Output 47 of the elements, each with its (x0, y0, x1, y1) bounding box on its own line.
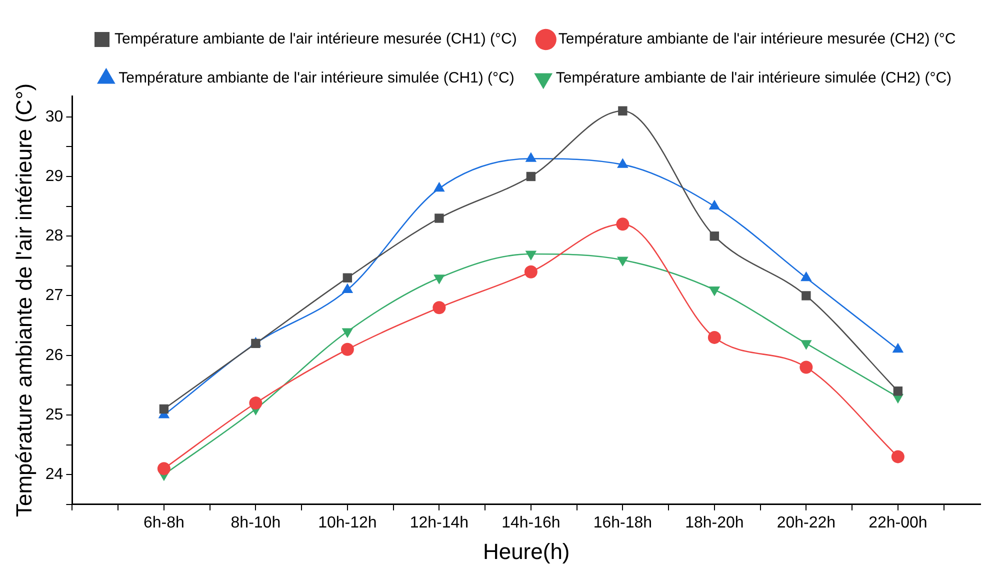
point (802, 291, 811, 300)
legend-label: Température ambiante de l'air intérieure mesurée (CH2) (°C (558, 30, 956, 48)
point (800, 340, 812, 350)
point (342, 283, 354, 294)
point (525, 152, 537, 162)
point (708, 200, 720, 210)
y-tick-label: 24 (45, 466, 64, 483)
y-tick-label: 26 (45, 346, 64, 364)
y-tick-label: 29 (45, 168, 64, 185)
y-tick-label: 25 (45, 406, 64, 424)
point (617, 158, 628, 168)
legend-label: Température ambiante de l'air intérieure simulée (CH2) (°C) (556, 70, 952, 87)
x-tick-label: 6h-8h (143, 514, 184, 532)
legend-label: Température ambiante de l'air intérieure mesurée (CH1) (°C) (114, 30, 517, 48)
point (342, 328, 354, 338)
x-tick-label: 10h-12h (318, 514, 377, 532)
legend-label: Température ambiante de l'air intérieure simulée (CH1) (°C) (118, 70, 514, 87)
point (891, 450, 904, 464)
y-axis-title: Température ambiante de l'air intérieure (C°) (11, 83, 36, 518)
x-tick-label: 12h-14h (410, 514, 469, 532)
point (800, 360, 813, 374)
point (434, 214, 444, 223)
x-tick-label: 14h-16h (502, 514, 560, 532)
x-tick-label: 16h-18h (593, 514, 652, 532)
x-tick-label: 22h-00h (868, 514, 928, 532)
point (524, 265, 538, 278)
point (893, 386, 903, 396)
x-tick-label: 20h-22h (776, 514, 836, 532)
y-tick-label: 28 (45, 228, 64, 245)
point (708, 330, 721, 344)
y-tick-label: 27 (45, 287, 64, 304)
point (249, 396, 262, 410)
point (710, 232, 720, 241)
point (800, 271, 812, 282)
y-tick-label: 30 (45, 108, 64, 126)
point (157, 462, 170, 476)
point (159, 404, 169, 414)
point (434, 182, 445, 192)
point (526, 172, 536, 182)
point (618, 106, 628, 116)
point (616, 218, 630, 231)
x-tick-label: 8h-10h (230, 514, 281, 532)
point (342, 273, 352, 282)
x-axis-title: Heure(h) (482, 538, 570, 564)
point (340, 342, 354, 356)
point (432, 301, 446, 314)
x-tick-label: 18h-20h (685, 514, 744, 532)
